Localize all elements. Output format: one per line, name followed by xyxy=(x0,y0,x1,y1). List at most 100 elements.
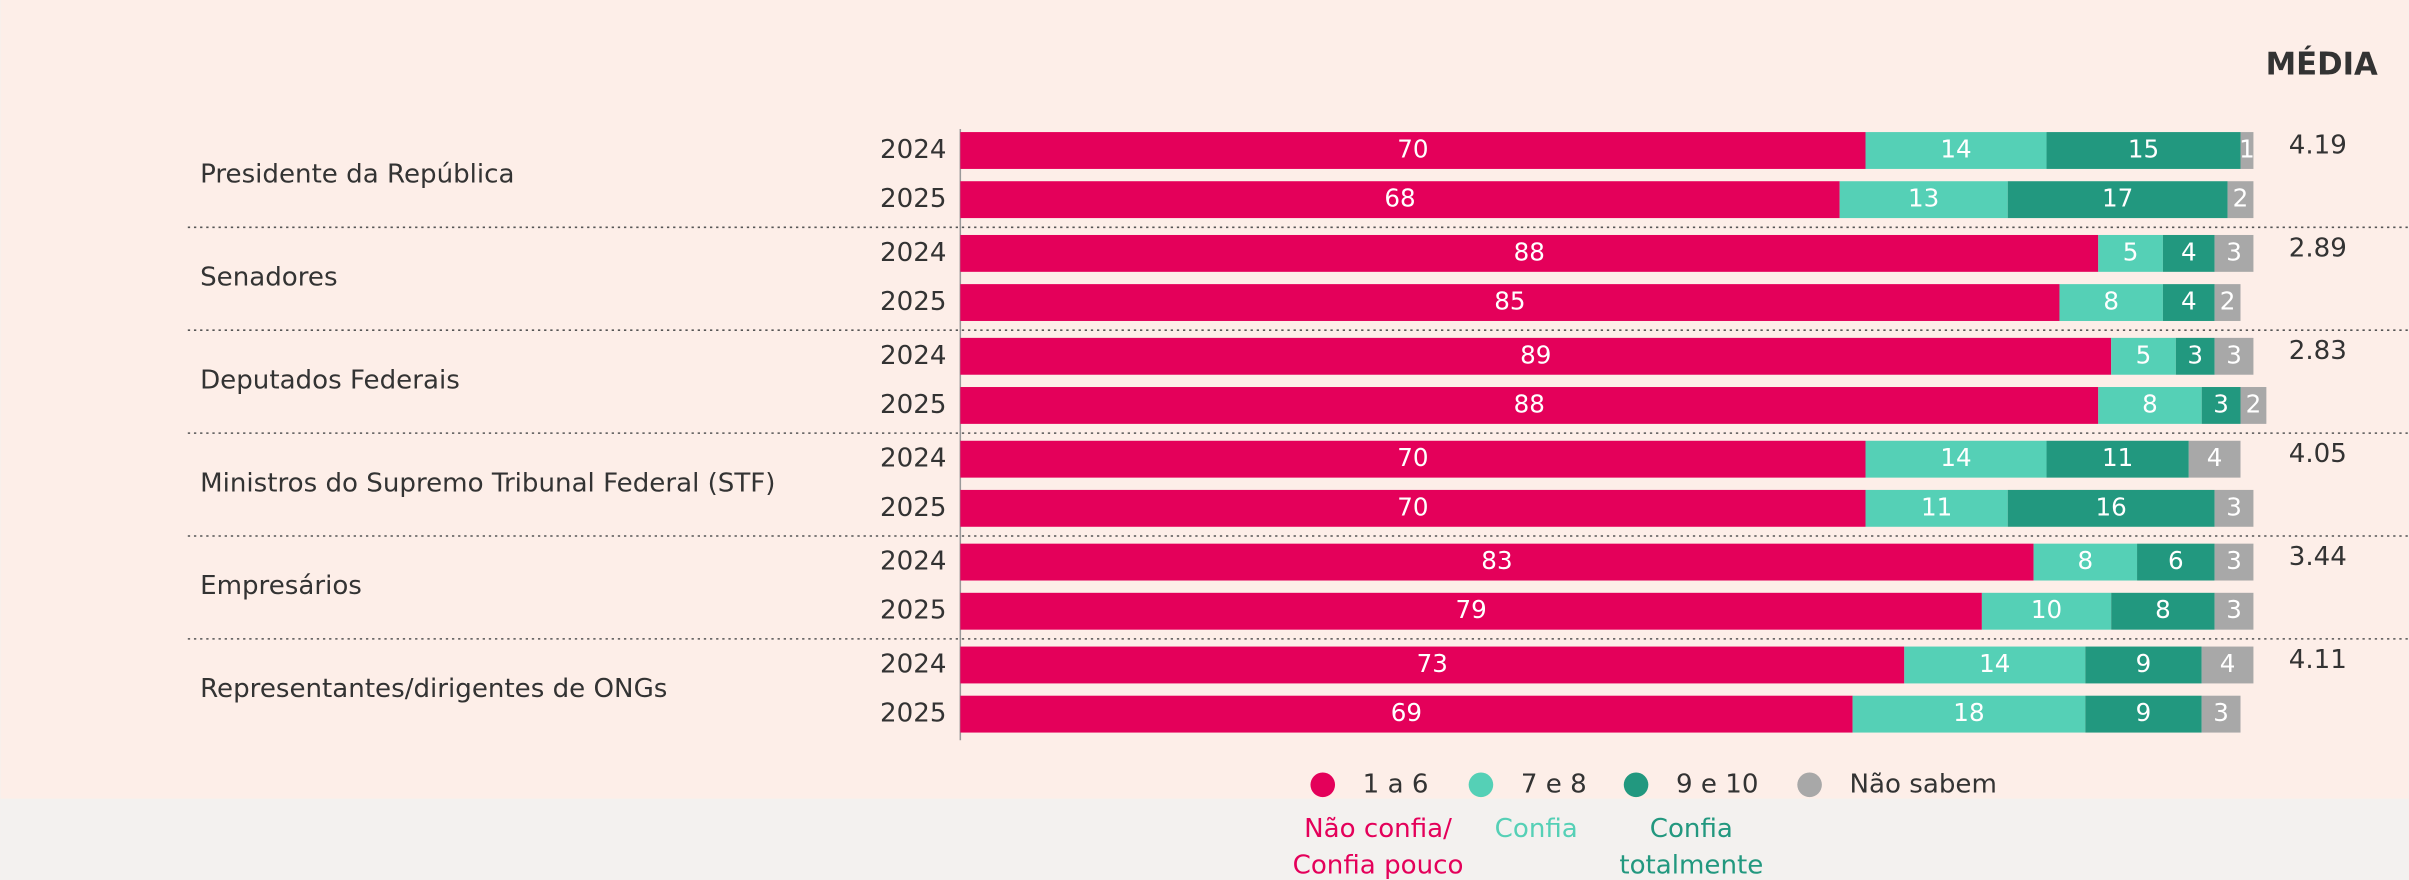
group-label: Senadores xyxy=(200,262,337,292)
value-label: 14 xyxy=(1940,443,1971,472)
value-label: 9 xyxy=(2136,698,2152,727)
bar-segment xyxy=(2046,440,2189,478)
bar-segment xyxy=(960,132,1866,169)
value-label: 4 xyxy=(2181,237,2197,266)
legend-marker xyxy=(1468,772,1494,798)
value-label: 69 xyxy=(1391,698,1422,727)
group-label: Representantes/dirigentes de ONGs xyxy=(200,674,667,704)
bar-segment xyxy=(960,440,1866,478)
value-label: 2 xyxy=(2233,184,2249,213)
value-label: 4 xyxy=(2207,443,2223,472)
bar-segment xyxy=(2007,181,2228,219)
bar-segment xyxy=(2240,387,2267,424)
legend-label: 9 e 10 xyxy=(1676,769,1758,799)
bar-segment xyxy=(960,337,2112,375)
value-label: 14 xyxy=(1940,135,1971,164)
bar-segment xyxy=(2046,132,2241,169)
bar-segment xyxy=(1865,489,2008,527)
value-label: 89 xyxy=(1520,340,1551,369)
bar-segment xyxy=(960,284,2060,321)
group-label: Deputados Federais xyxy=(200,365,460,395)
value-label: 1 xyxy=(2239,135,2255,164)
value-label: 8 xyxy=(2103,287,2119,316)
value-label: 17 xyxy=(2102,184,2133,213)
bar-segment xyxy=(2201,646,2254,684)
bar-segment xyxy=(2214,592,2254,630)
year-label: 2025 xyxy=(880,493,946,523)
year-label: 2024 xyxy=(880,238,946,268)
bar-segment xyxy=(1904,646,2086,684)
group-label: Ministros do Supremo Tribunal Federal (S… xyxy=(200,468,775,498)
legend-description: Confia xyxy=(1495,814,1578,844)
value-label: 2 xyxy=(2246,389,2262,418)
bar-segment xyxy=(2162,234,2215,272)
value-label: 11 xyxy=(1921,492,1952,521)
year-label: 2024 xyxy=(880,135,946,165)
year-label: 2025 xyxy=(880,390,946,420)
value-label: 9 xyxy=(2136,649,2152,678)
value-label: 13 xyxy=(1908,184,1939,213)
bar-segment xyxy=(2162,284,2215,321)
value-label: 5 xyxy=(2136,340,2152,369)
mean-value: 4.05 xyxy=(2289,439,2347,469)
bar-segment xyxy=(960,695,1853,733)
value-label: 79 xyxy=(1455,595,1486,624)
value-label: 18 xyxy=(1953,698,1984,727)
value-label: 68 xyxy=(1384,184,1415,213)
legend-label: 1 a 6 xyxy=(1363,769,1429,799)
year-label: 2024 xyxy=(880,547,946,577)
value-label: 3 xyxy=(2226,492,2242,521)
mean-value: 3.44 xyxy=(2289,542,2347,572)
legend-marker xyxy=(1310,772,1336,798)
bar-segment xyxy=(2007,489,2215,527)
value-label: 2 xyxy=(2220,287,2236,316)
value-label: 3 xyxy=(2226,340,2242,369)
bar-segment xyxy=(2033,543,2138,581)
value-label: 16 xyxy=(2096,492,2127,521)
legend-label: 7 e 8 xyxy=(1521,769,1587,799)
value-label: 8 xyxy=(2078,546,2094,575)
legend-description: Confia xyxy=(1650,814,1733,844)
value-label: 4 xyxy=(2181,287,2197,316)
bar-segment xyxy=(960,387,2099,424)
value-label: 3 xyxy=(2226,546,2242,575)
year-label: 2025 xyxy=(880,699,946,729)
bar-segment xyxy=(2214,489,2254,527)
value-label: 15 xyxy=(2128,135,2159,164)
mean-value: 4.11 xyxy=(2289,645,2347,675)
bar-segment xyxy=(1865,440,2047,478)
bar-segment xyxy=(2240,132,2254,169)
bar-segment xyxy=(2214,337,2254,375)
value-label: 3 xyxy=(2187,340,2203,369)
value-label: 14 xyxy=(1979,649,2010,678)
legend-description: Confia pouco xyxy=(1293,851,1464,880)
bar-segment xyxy=(960,592,1982,630)
value-label: 10 xyxy=(2031,595,2062,624)
value-label: 70 xyxy=(1397,135,1428,164)
value-label: 88 xyxy=(1514,237,1545,266)
bar-segment xyxy=(2098,387,2202,424)
bar-segment xyxy=(2201,695,2241,733)
legend-description: totalmente xyxy=(1619,851,1763,880)
bar-segment xyxy=(2201,387,2241,424)
value-label: 5 xyxy=(2123,237,2139,266)
year-label: 2024 xyxy=(880,341,946,371)
bar-segment xyxy=(2111,592,2215,630)
legend-marker xyxy=(1797,772,1822,798)
bar-segment xyxy=(1865,132,2047,169)
value-label: 3 xyxy=(2226,237,2242,266)
legend-marker xyxy=(1623,772,1649,798)
mean-value: 2.83 xyxy=(2289,336,2347,366)
year-label: 2024 xyxy=(880,444,946,474)
year-label: 2025 xyxy=(880,596,946,626)
group-label: Empresários xyxy=(200,571,362,601)
value-label: 8 xyxy=(2142,389,2158,418)
value-label: 11 xyxy=(2102,443,2133,472)
year-label: 2025 xyxy=(880,287,946,317)
bar-segment xyxy=(2214,284,2241,321)
legend-label: Não sabem xyxy=(1850,769,1997,799)
value-label: 3 xyxy=(2226,595,2242,624)
bar-segment xyxy=(1981,592,2112,630)
